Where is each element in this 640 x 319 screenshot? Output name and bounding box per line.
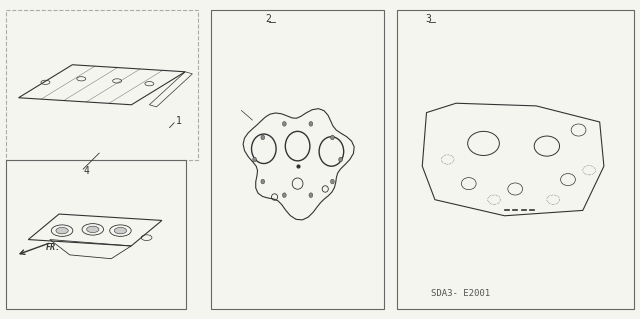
Ellipse shape [261,179,265,184]
Text: FR.: FR. [46,243,61,252]
Text: 1: 1 [176,116,182,126]
Ellipse shape [330,135,334,140]
Text: 2: 2 [266,14,271,24]
Ellipse shape [339,157,342,162]
Text: 4: 4 [83,166,89,176]
Text: 3: 3 [426,14,431,24]
Ellipse shape [261,135,265,140]
Ellipse shape [309,193,313,197]
Text: SDA3- E2001: SDA3- E2001 [431,289,490,298]
Ellipse shape [282,122,286,126]
Ellipse shape [282,193,286,197]
Ellipse shape [253,157,257,162]
Ellipse shape [309,122,313,126]
Ellipse shape [86,226,99,233]
Ellipse shape [115,227,127,234]
Ellipse shape [56,227,68,234]
Ellipse shape [330,179,334,184]
